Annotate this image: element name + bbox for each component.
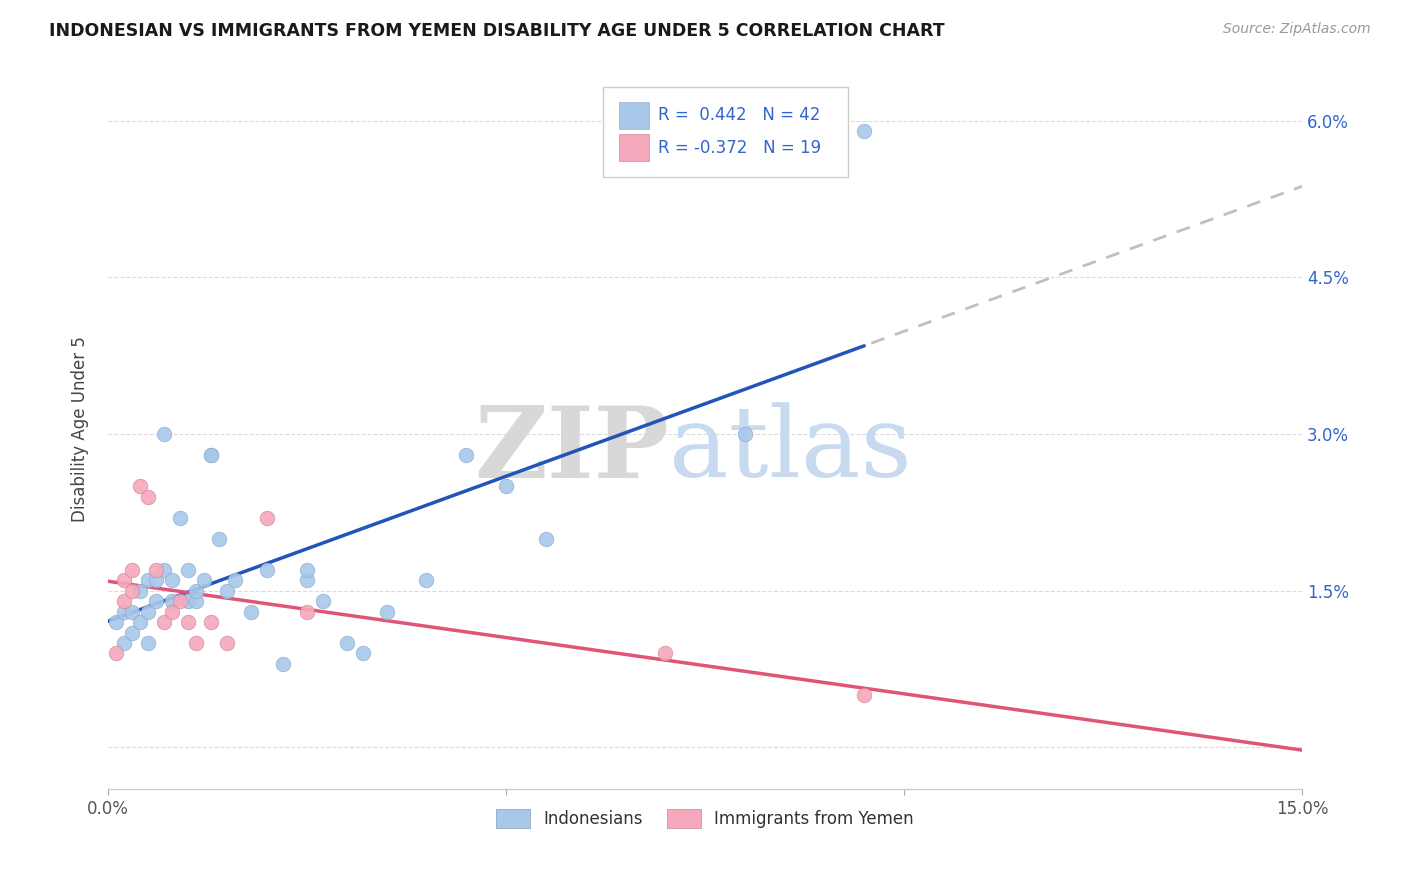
Point [193,574,215,588]
Point [295,563,318,577]
Text: R =  0.442   N = 42: R = 0.442 N = 42 [658,106,821,124]
Point [176,615,198,629]
Y-axis label: Disability Age Under 5: Disability Age Under 5 [72,336,89,522]
Text: R = -0.372   N = 19: R = -0.372 N = 19 [658,139,821,157]
Point [176,594,198,608]
Point [853,124,876,138]
Point [184,636,207,650]
Point [352,647,374,661]
FancyBboxPatch shape [619,134,648,161]
Point [176,563,198,577]
Point [184,594,207,608]
FancyBboxPatch shape [603,87,848,177]
Point [152,427,174,442]
Point [240,605,263,619]
Text: atlas: atlas [669,402,912,499]
Point [160,594,183,608]
Point [217,583,239,598]
Legend: Indonesians, Immigrants from Yemen: Indonesians, Immigrants from Yemen [489,803,921,835]
Point [152,563,174,577]
Point [734,427,756,442]
Point [112,636,135,650]
Point [136,574,159,588]
Point [295,574,318,588]
Text: ZIP: ZIP [474,402,669,499]
Point [312,594,335,608]
Point [295,605,318,619]
Point [160,574,183,588]
Point [336,636,359,650]
Point [208,532,231,546]
Point [112,594,135,608]
Point [128,615,150,629]
Point [145,594,167,608]
Point [136,636,159,650]
Text: Source: ZipAtlas.com: Source: ZipAtlas.com [1223,22,1371,37]
Point [121,625,143,640]
Point [136,605,159,619]
Point [169,594,191,608]
Point [200,448,222,462]
Point [121,605,143,619]
Point [654,647,676,661]
Point [375,605,398,619]
Point [495,479,517,493]
Point [112,605,135,619]
Point [136,490,159,504]
Point [534,532,557,546]
Point [121,563,143,577]
Point [128,479,150,493]
Point [256,563,278,577]
Point [456,448,478,462]
Point [200,448,222,462]
Point [169,510,191,524]
Point [104,615,127,629]
Point [217,636,239,650]
Point [145,563,167,577]
Point [145,574,167,588]
Point [200,615,222,629]
Point [415,574,437,588]
Point [128,583,150,598]
Point [152,615,174,629]
Point [104,647,127,661]
Point [184,583,207,598]
Point [853,688,876,702]
Point [160,605,183,619]
Text: INDONESIAN VS IMMIGRANTS FROM YEMEN DISABILITY AGE UNDER 5 CORRELATION CHART: INDONESIAN VS IMMIGRANTS FROM YEMEN DISA… [49,22,945,40]
Point [121,583,143,598]
FancyBboxPatch shape [619,102,648,129]
Point [256,510,278,524]
Point [112,574,135,588]
Point [271,657,294,671]
Point [224,574,246,588]
